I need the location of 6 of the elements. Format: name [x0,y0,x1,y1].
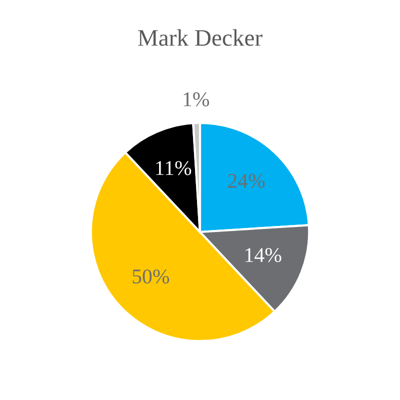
data-label: 14% [246,248,282,262]
data-label: 1% [184,92,210,106]
data-label: 24% [228,174,265,188]
chart-title: Mark Decker [138,29,262,46]
data-label: 11% [156,161,192,176]
data-label: 50% [132,269,170,284]
